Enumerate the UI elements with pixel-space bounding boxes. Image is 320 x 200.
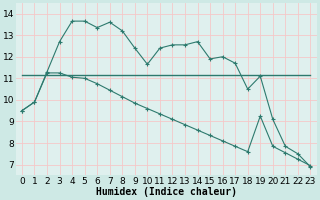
X-axis label: Humidex (Indice chaleur): Humidex (Indice chaleur) [96, 187, 237, 197]
